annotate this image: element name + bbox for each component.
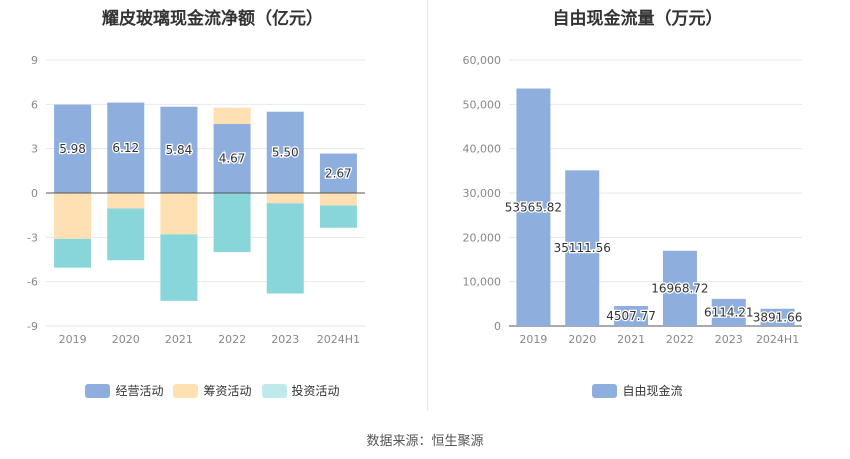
bar-investing	[213, 193, 251, 253]
chart-title-cash-flow: 耀皮玻璃现金流净额（亿元）	[102, 9, 323, 29]
free-cash-flow-chart: 0 10,000 20,000 30,000 40,000 50,000 60,000 201…	[463, 54, 804, 346]
data-label: 4507.77	[606, 309, 656, 323]
data-label: 16968.72	[651, 281, 708, 295]
data-label: 5.98	[59, 142, 86, 156]
cash-flow-chart: -9 -6 -3 0 3 6 9 2019 5.98 2020 6.12 2021 5.84 2022 4.…	[27, 54, 365, 346]
chart-title-free-cash-flow: 自由现金流量（万元）	[552, 9, 723, 29]
bar-operating	[107, 102, 145, 193]
bar-financing	[107, 193, 145, 209]
bar-operating	[319, 153, 357, 193]
bar-financing	[213, 107, 251, 124]
legend-item-operating[interactable]: 经营活动	[85, 382, 163, 399]
x-tick-label: 2020	[568, 333, 596, 346]
bar-investing	[266, 203, 304, 294]
bar-financing	[319, 193, 357, 206]
data-label: 4.67	[219, 151, 246, 165]
legend-label-free-cash-flow: 自由现金流	[622, 384, 683, 398]
bar-free-cash-flow	[662, 250, 697, 326]
legend-label-investing: 投资活动	[291, 384, 340, 398]
bar-operating	[54, 104, 92, 193]
y-tick-label: -3	[27, 231, 38, 244]
bar-free-cash-flow	[565, 170, 600, 326]
bar-operating	[160, 106, 198, 193]
bar-investing	[160, 234, 198, 301]
bar-operating	[213, 123, 251, 193]
y-tick-label: 0	[494, 320, 501, 333]
y-tick-label: 60,000	[463, 54, 502, 67]
bar-investing	[54, 238, 92, 268]
y-tick-label: 6	[31, 98, 38, 111]
x-tick-label: 2019	[59, 333, 87, 346]
y-tick-label: 40,000	[463, 143, 502, 156]
bar-investing	[319, 205, 357, 228]
panel-divider	[427, 0, 428, 410]
free-cash-flow-legend: 自由现金流	[425, 382, 850, 399]
legend-swatch-free-cash-flow	[592, 383, 618, 398]
y-tick-label: 0	[31, 187, 38, 200]
legend-label-operating: 经营活动	[115, 384, 164, 398]
data-label: 5.84	[166, 143, 193, 157]
legend-label-financing: 筹资活动	[203, 384, 252, 398]
bar-financing	[54, 193, 92, 239]
data-label: 5.50	[272, 145, 299, 159]
x-tick-label: 2022	[666, 333, 694, 346]
x-tick-label: 2021	[165, 333, 193, 346]
data-label: 2.67	[325, 166, 352, 180]
legend-swatch-investing	[261, 383, 287, 398]
x-tick-label: 2024H1	[317, 333, 360, 346]
x-tick-label: 2022	[218, 333, 246, 346]
x-tick-label: 2023	[271, 333, 299, 346]
y-tick-label: 20,000	[463, 231, 502, 244]
bar-free-cash-flow	[516, 88, 551, 326]
x-tick-label: 2019	[519, 333, 547, 346]
y-tick-label: -9	[27, 320, 38, 333]
y-tick-label: 30,000	[463, 187, 502, 200]
x-tick-label: 2021	[617, 333, 645, 346]
cash-flow-chart-panel: 耀皮玻璃现金流净额（亿元） -9 -6 -3 0 3 6 9 2019 5.98 2020 6.12…	[0, 0, 425, 410]
bar-investing	[107, 208, 145, 261]
bar-free-cash-flow	[614, 306, 649, 326]
data-label: 6.12	[112, 141, 139, 155]
bar-financing	[266, 193, 304, 204]
bar-financing	[160, 193, 198, 235]
bar-free-cash-flow	[711, 298, 746, 326]
data-label: 35111.56	[554, 241, 611, 255]
cash-flow-legend: 经营活动 筹资活动 投资活动	[0, 382, 425, 399]
x-tick-label: 2024H1	[756, 333, 799, 346]
free-cash-flow-chart-panel: 自由现金流量（万元） 0 10,000 20,000 30,000 40,000 50,0…	[425, 0, 850, 410]
legend-swatch-financing	[173, 383, 199, 398]
legend-item-free-cash-flow[interactable]: 自由现金流	[592, 382, 683, 399]
data-label: 53565.82	[505, 200, 562, 214]
y-tick-label: -6	[27, 276, 38, 289]
x-tick-label: 2020	[112, 333, 140, 346]
data-label: 3891.66	[753, 310, 803, 324]
legend-swatch-operating	[85, 383, 111, 398]
bar-operating	[266, 111, 304, 193]
legend-item-investing[interactable]: 投资活动	[261, 382, 340, 399]
y-tick-label: 9	[31, 54, 38, 67]
bar-free-cash-flow	[760, 308, 795, 326]
data-label: 6114.21	[704, 305, 754, 319]
y-tick-label: 50,000	[463, 98, 502, 111]
data-source: 数据来源：恒生聚源	[366, 434, 484, 449]
y-tick-label: 10,000	[463, 276, 502, 289]
x-tick-label: 2023	[715, 333, 743, 346]
legend-item-financing[interactable]: 筹资活动	[173, 382, 252, 399]
y-tick-label: 3	[31, 143, 38, 156]
